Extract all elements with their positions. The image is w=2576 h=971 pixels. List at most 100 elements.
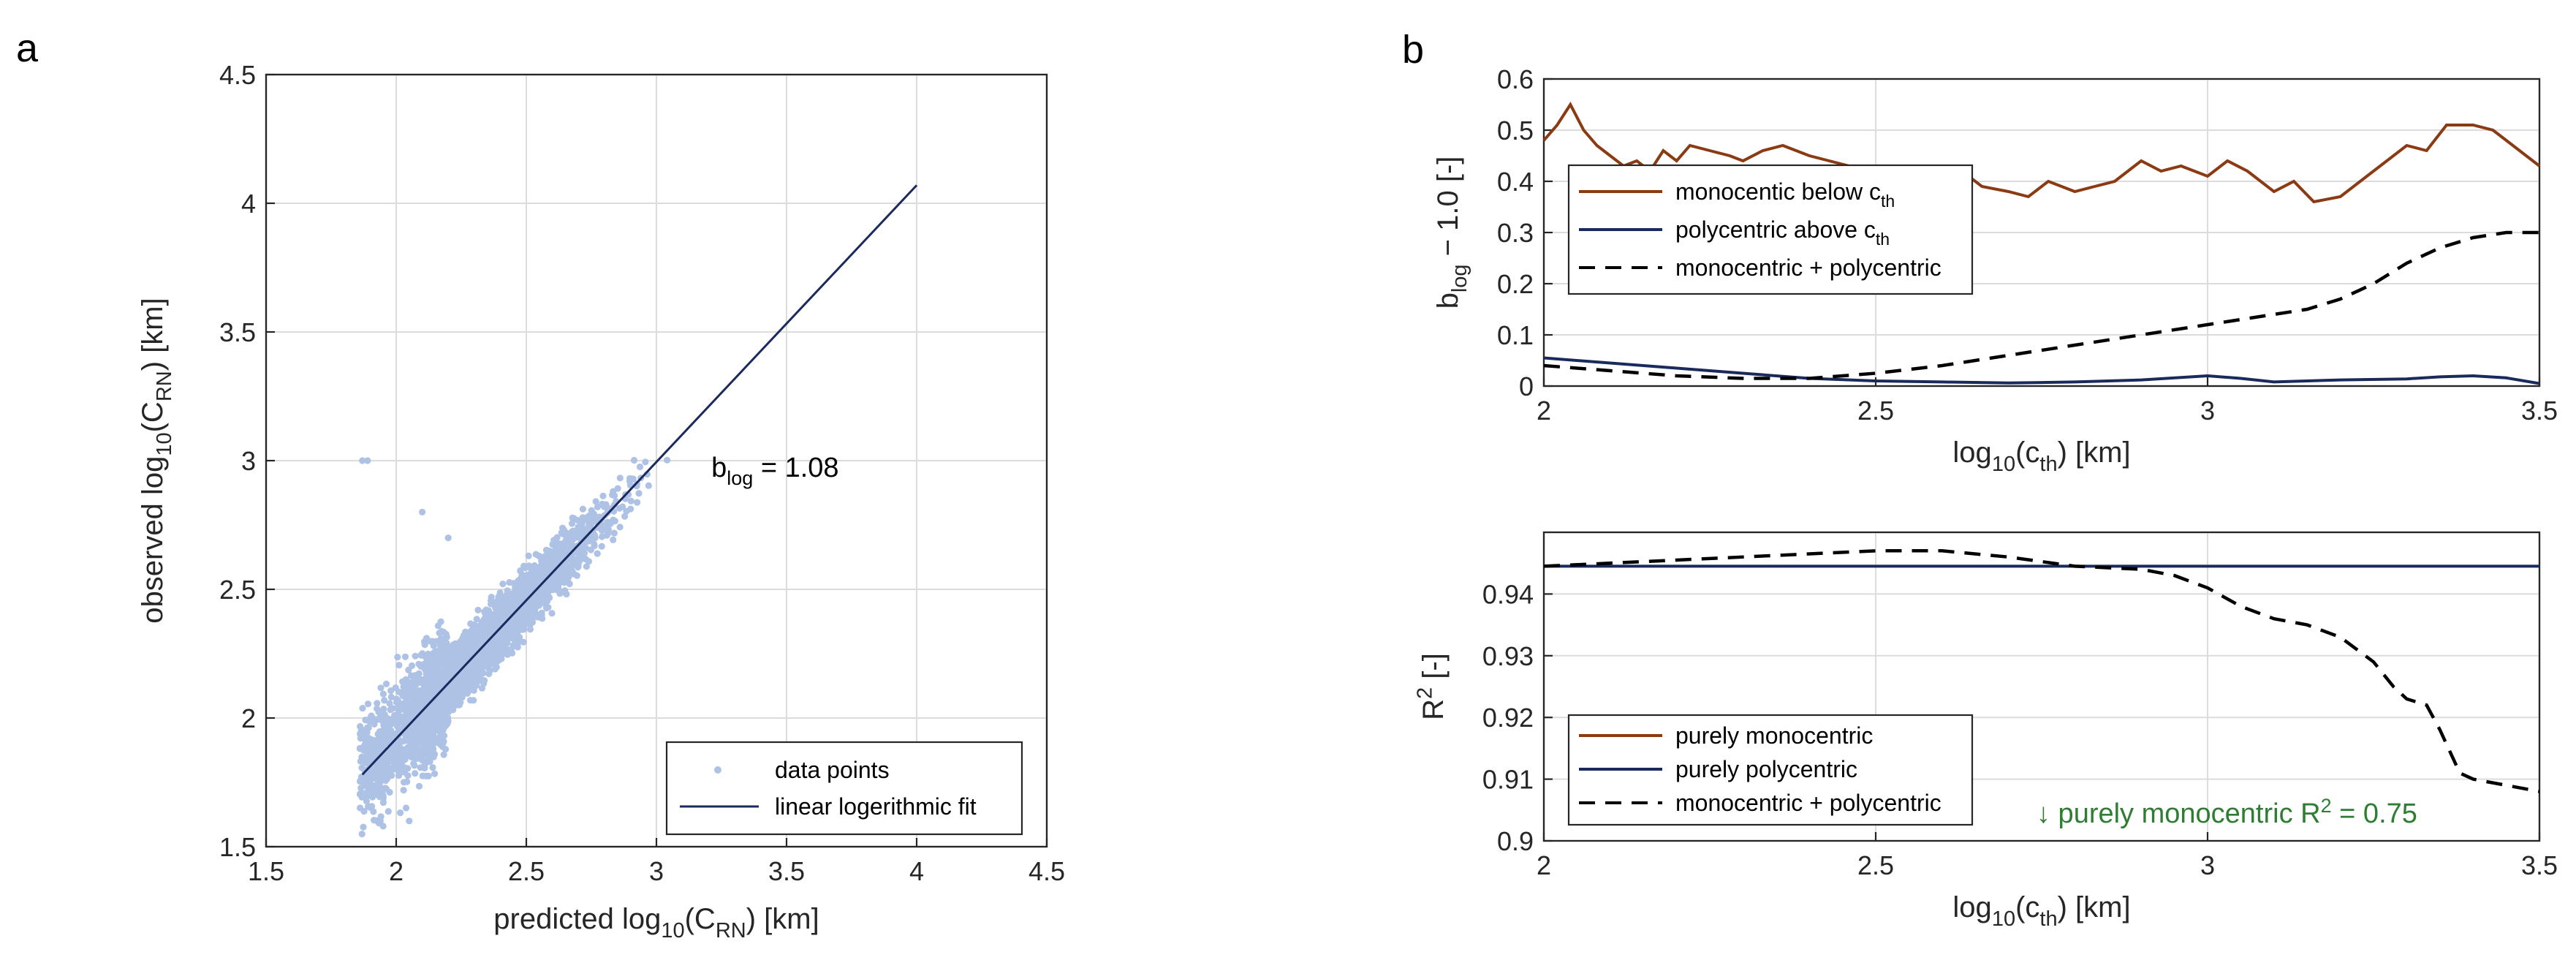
data-point [373, 705, 381, 712]
data-point [376, 773, 383, 780]
data-point [610, 536, 617, 544]
data-point [532, 594, 539, 602]
data-point [440, 649, 447, 657]
data-point [542, 568, 549, 575]
series-line-2 [1543, 549, 2540, 793]
data-point [627, 505, 634, 513]
legend-label-fit: linear logerithmic fit [775, 793, 977, 820]
data-point [636, 463, 644, 471]
data-point [407, 679, 414, 687]
data-point [408, 672, 415, 679]
data-point [563, 529, 570, 537]
y-tick-label: 0 [1519, 371, 1534, 401]
y-axis-label: observed log10(CRN) [km] [137, 298, 176, 623]
data-point [598, 533, 606, 540]
data-point [616, 524, 624, 531]
data-point [363, 798, 371, 805]
data-point [507, 594, 514, 602]
panel-label-a: a [16, 26, 39, 70]
data-point [425, 650, 432, 658]
data-point [419, 698, 427, 705]
data-point [363, 728, 371, 736]
legend-label-points: data points [775, 757, 890, 783]
data-point [557, 547, 565, 554]
data-point [451, 647, 458, 654]
data-point [382, 775, 389, 782]
data-point [423, 729, 431, 736]
x-tick-label: 2.5 [1857, 850, 1894, 880]
data-point [509, 621, 518, 629]
legend-label-2: monocentric + polycentric [1675, 790, 1942, 816]
data-point [568, 528, 575, 536]
series-line-1 [1543, 356, 2540, 385]
plot-frame [265, 73, 1048, 848]
data-point [358, 831, 365, 838]
y-tick-label: 3.5 [219, 317, 256, 347]
data-point [480, 617, 487, 624]
data-point [399, 678, 406, 685]
y-tick-label: 4.5 [219, 60, 256, 90]
plot-frame [1542, 78, 2541, 388]
data-point [504, 605, 511, 612]
data-point [545, 604, 552, 611]
data-point [577, 526, 584, 534]
data-point [444, 534, 452, 542]
data-point [546, 594, 553, 602]
data-point [609, 491, 616, 499]
data-point [419, 650, 426, 657]
legend: data points linear logerithmic fit [665, 741, 1023, 836]
data-point [469, 674, 477, 681]
data-point [466, 664, 474, 671]
data-point [569, 568, 576, 575]
x-tick-label: 4 [909, 856, 924, 886]
data-point [476, 626, 483, 633]
data-point [384, 754, 392, 761]
data-point [451, 687, 458, 695]
data-point [444, 655, 451, 662]
data-point [526, 621, 534, 629]
legend-label-2: monocentric + polycentric [1675, 254, 1942, 281]
data-point [359, 705, 366, 712]
data-point [430, 730, 437, 738]
data-point [398, 766, 405, 774]
data-point [438, 627, 445, 635]
data-point [386, 716, 394, 723]
data-point [419, 772, 426, 779]
data-point [428, 638, 436, 645]
data-point [395, 772, 403, 779]
data-point [580, 555, 587, 562]
data-point [564, 563, 572, 570]
data-point [433, 673, 440, 681]
y-tick-label: 2 [241, 703, 256, 733]
data-point [382, 762, 390, 769]
data-point [415, 670, 423, 677]
y-axis-label: R2 [-] [1413, 653, 1450, 720]
y-tick-label: 0.6 [1497, 64, 1534, 94]
r2-axes: 2 2.5 3 3.5 0.9 0.91 0.92 0.93 0.94 log10(cth) [k… [1413, 531, 2558, 931]
data-point [396, 749, 404, 757]
data-point [516, 623, 524, 630]
data-point [404, 690, 412, 698]
data-point [509, 634, 517, 641]
data-point [621, 513, 629, 520]
data-point [450, 652, 457, 660]
data-point [437, 730, 444, 737]
data-point [412, 730, 420, 737]
data-point [443, 633, 450, 641]
data-point [377, 684, 384, 692]
data-point [379, 823, 387, 830]
series-line-0 [1542, 102, 2541, 204]
x-tick-label: 2.5 [1857, 396, 1894, 426]
data-point [592, 498, 599, 505]
data-point [406, 750, 414, 757]
data-point [401, 779, 408, 786]
x-axis-label: predicted log10(CRN) [km] [493, 903, 819, 942]
x-tick-label: 3 [2200, 850, 2215, 880]
data-point [509, 649, 516, 657]
data-point [642, 458, 649, 466]
y-tick-label: 3 [241, 446, 256, 476]
y-tick-label: 2.5 [219, 575, 256, 605]
data-point [425, 661, 433, 668]
data-point [438, 681, 445, 689]
data-point [384, 808, 392, 815]
